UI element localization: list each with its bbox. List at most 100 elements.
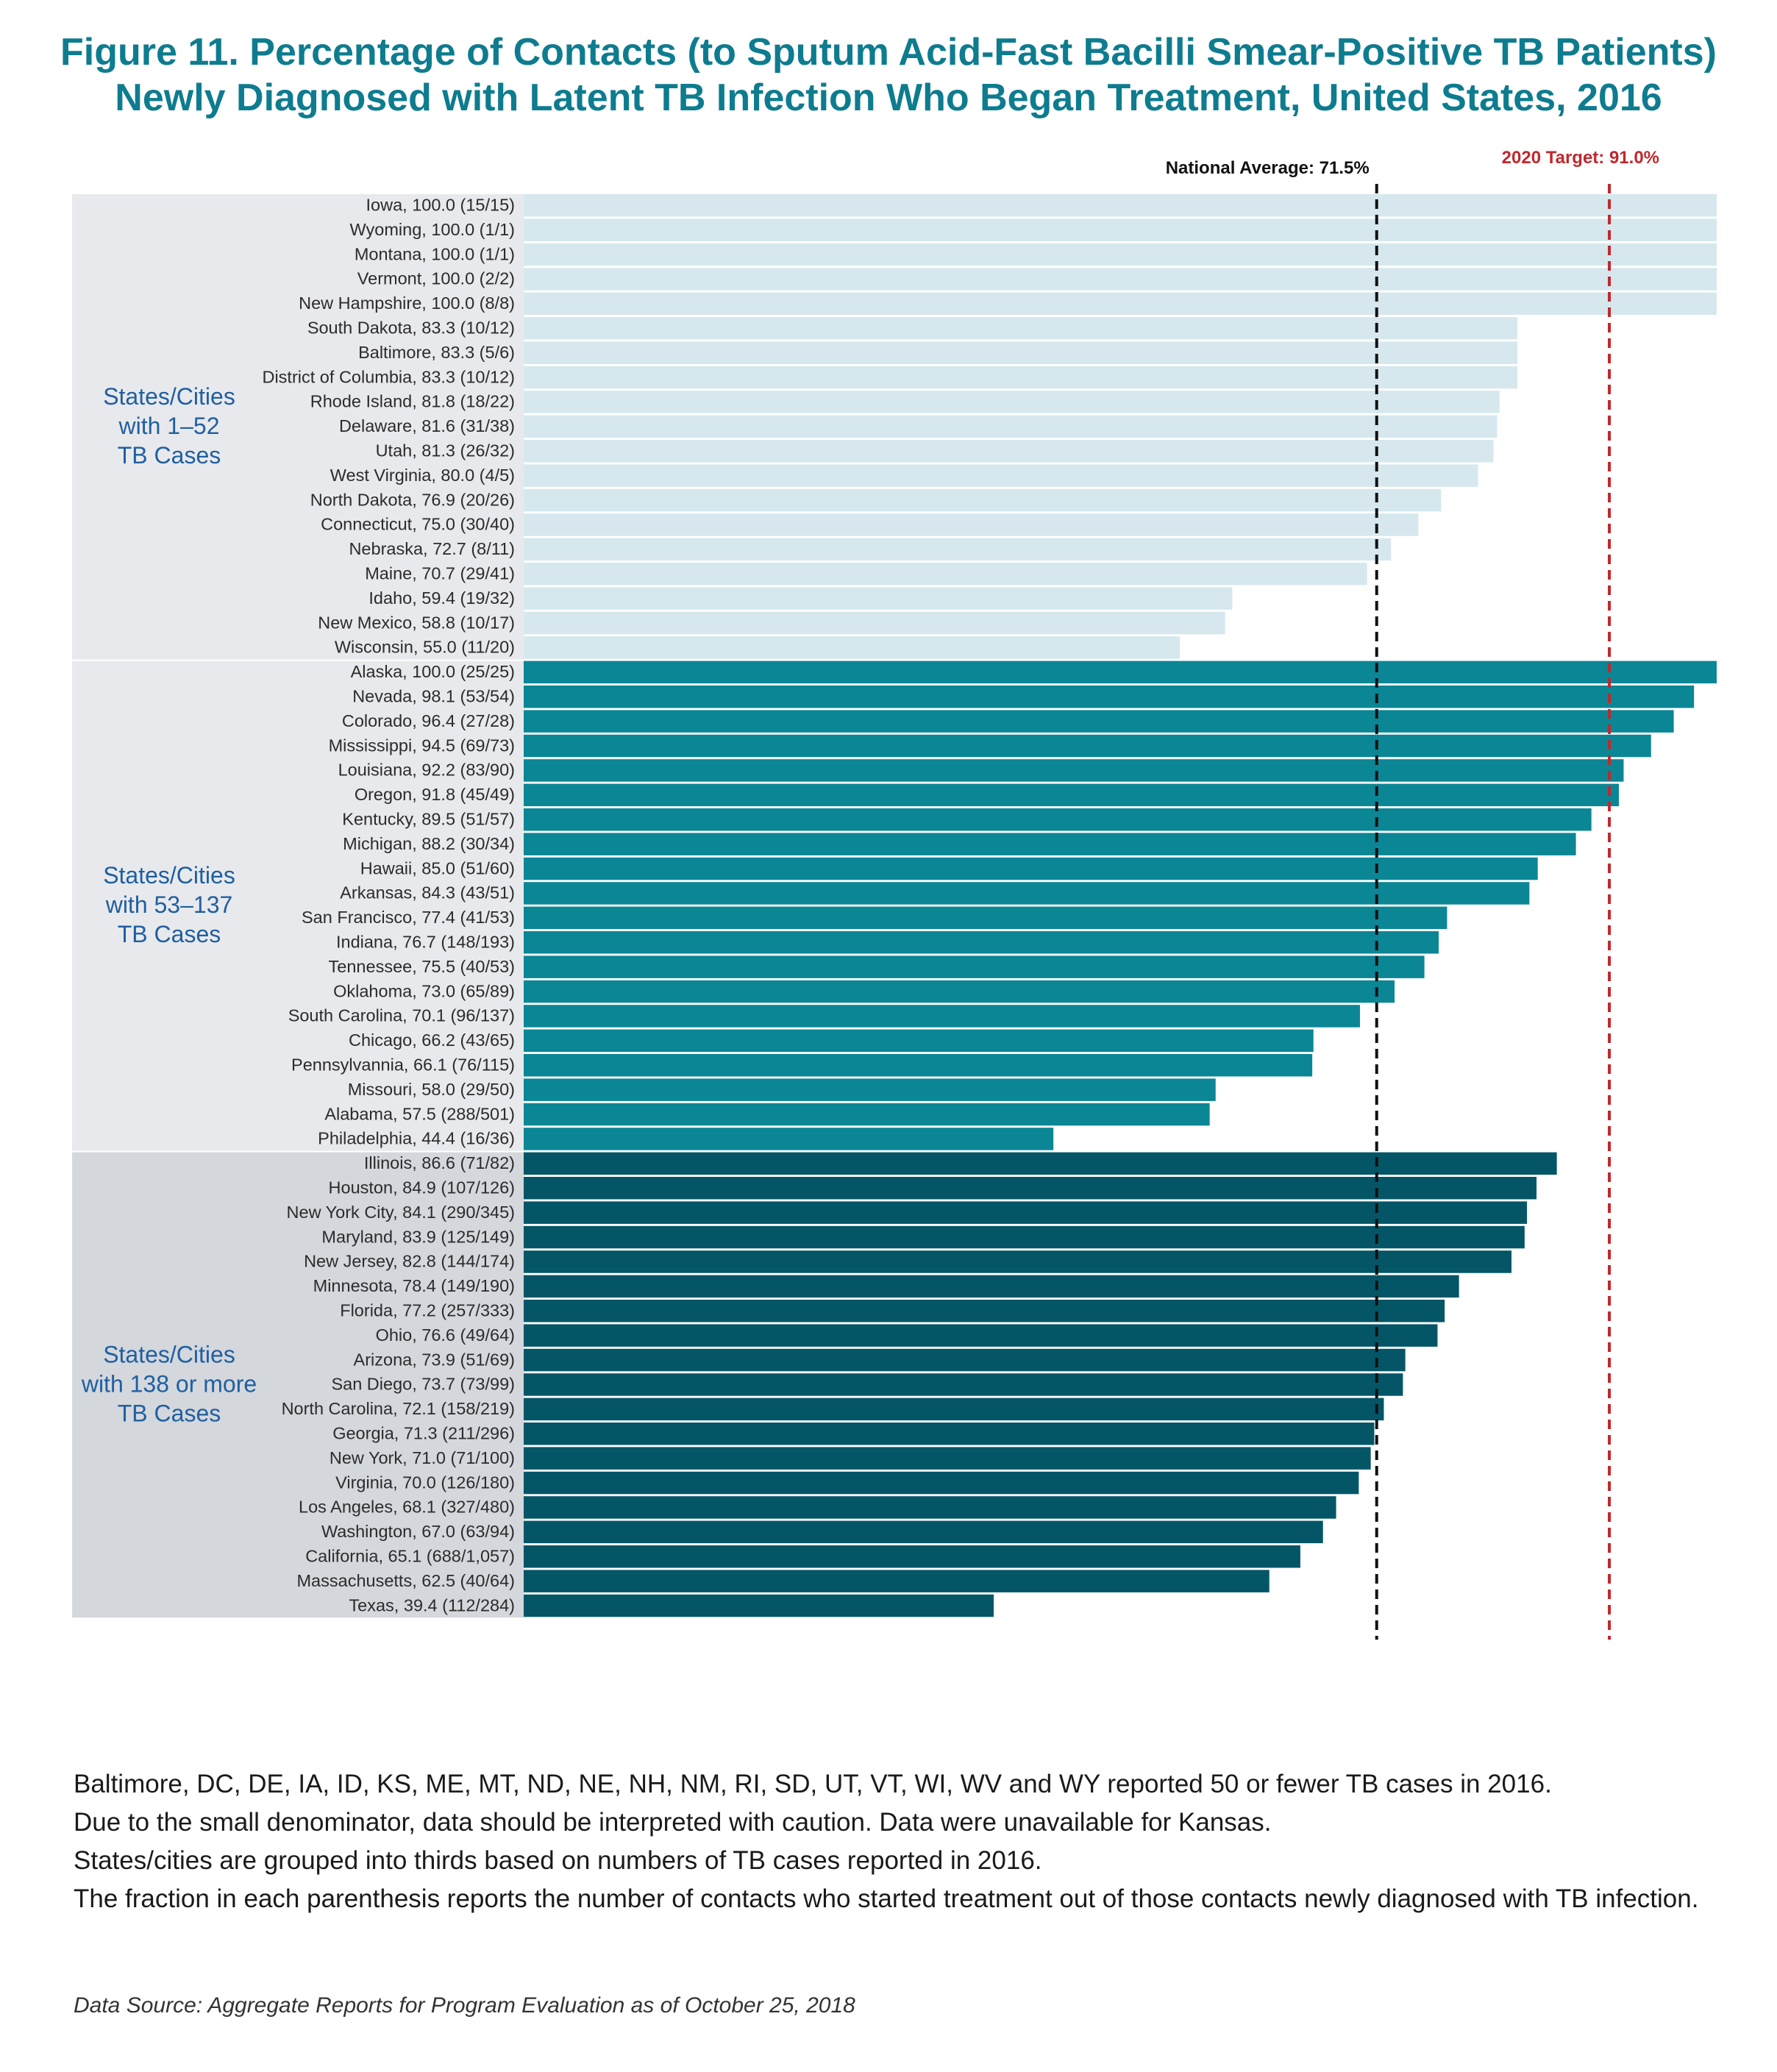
- bar: [524, 1005, 1361, 1028]
- group-label: with 1–52: [118, 413, 220, 439]
- bar-label: Mississippi, 94.5 (69/73): [329, 736, 515, 755]
- bar-label: New York, 71.0 (71/100): [330, 1448, 515, 1467]
- bar-label: North Dakota, 76.9 (20/26): [310, 490, 515, 509]
- bar: [524, 317, 1518, 340]
- bar: [524, 1078, 1216, 1101]
- group-label: TB Cases: [118, 442, 221, 469]
- chart-title-line-2: Newly Diagnosed with Latent TB Infection…: [115, 76, 1662, 119]
- bar-label: Idaho, 59.4 (19/32): [368, 588, 515, 608]
- bar-label: Vermont, 100.0 (2/2): [357, 269, 515, 288]
- bar-label: San Francisco, 77.4 (41/53): [302, 908, 515, 927]
- bar: [524, 833, 1576, 855]
- bar: [524, 440, 1494, 463]
- bar: [524, 1250, 1512, 1273]
- bar: [524, 464, 1478, 487]
- bar: [524, 808, 1592, 831]
- data-source: Data Source: Aggregate Reports for Progr…: [74, 1993, 855, 2018]
- bar-label: New Hampshire, 100.0 (8/8): [299, 293, 515, 313]
- bar-label: Virginia, 70.0 (126/180): [335, 1473, 515, 1492]
- bar-label: New Mexico, 58.8 (10/17): [318, 613, 515, 632]
- bar-label: Arkansas, 84.3 (43/51): [340, 883, 515, 903]
- bar: [524, 661, 1717, 684]
- footnote-4: The fraction in each parenthesis reports…: [74, 1884, 1699, 1913]
- bar-label: Montana, 100.0 (1/1): [355, 244, 515, 263]
- group-panel: [72, 661, 524, 1151]
- bar: [524, 980, 1395, 1003]
- bar: [524, 1324, 1438, 1347]
- bar-label: Tennessee, 75.5 (40/53): [329, 957, 515, 976]
- bar-label: Connecticut, 75.0 (30/40): [321, 515, 515, 534]
- bar: [524, 1128, 1054, 1150]
- bar-label: Alabama, 57.5 (288/501): [324, 1104, 515, 1123]
- group-label: with 53–137: [105, 891, 233, 918]
- bar-label: Rhode Island, 81.8 (18/22): [310, 392, 515, 411]
- bar: [524, 955, 1425, 978]
- bar-label: Hawaii, 85.0 (51/60): [360, 858, 515, 877]
- bar-chart: States/Cities with 1–52 TB Cases Iowa, 100.…: [72, 148, 1717, 1640]
- bar: [524, 1348, 1406, 1372]
- bar: [524, 341, 1518, 364]
- bar-label: Baltimore, 83.3 (5/6): [358, 343, 515, 362]
- bar-label: Pennsylvannia, 66.1 (76/115): [291, 1055, 515, 1074]
- bar: [524, 488, 1442, 512]
- bar-label: Ohio, 76.6 (49/64): [376, 1325, 515, 1345]
- bar: [524, 1300, 1445, 1322]
- bar: [524, 1398, 1384, 1421]
- group-label: TB Cases: [118, 921, 221, 947]
- bar: [524, 292, 1717, 316]
- footnote-3: States/cities are grouped into thirds ba…: [74, 1846, 1042, 1875]
- bar: [524, 391, 1500, 413]
- bar: [524, 1594, 994, 1617]
- bar-label: Utah, 81.3 (26/32): [376, 441, 515, 460]
- bar: [524, 783, 1619, 807]
- bar-label: Texas, 39.4 (112/284): [349, 1595, 515, 1614]
- group-label: TB Cases: [118, 1400, 221, 1426]
- bar-label: Louisiana, 92.2 (83/90): [338, 761, 515, 780]
- bar: [524, 563, 1367, 585]
- bar: [524, 1201, 1528, 1224]
- bar: [524, 194, 1717, 217]
- bar-label: California, 65.1 (688/1,057): [305, 1546, 515, 1565]
- bar-label: Oregon, 91.8 (45/49): [355, 785, 515, 804]
- bar: [524, 636, 1180, 659]
- bar: [524, 686, 1695, 708]
- bar: [524, 710, 1674, 733]
- footnote-1: Baltimore, DC, DE, IA, ID, KS, ME, MT, N…: [74, 1770, 1552, 1798]
- bar: [524, 931, 1439, 954]
- bar: [524, 1152, 1557, 1175]
- bar: [524, 513, 1419, 536]
- bar: [524, 1225, 1525, 1249]
- bar-label: Colorado, 96.4 (27/28): [342, 711, 515, 730]
- bar: [524, 415, 1498, 438]
- bar-label: Maryland, 83.9 (125/149): [321, 1227, 515, 1246]
- bar-label: New Jersey, 82.8 (144/174): [304, 1252, 515, 1271]
- bar-label: Wyoming, 100.0 (1/1): [350, 220, 515, 239]
- bar: [524, 1103, 1210, 1126]
- bar: [524, 1520, 1323, 1544]
- bar: [524, 1545, 1300, 1568]
- bar-label: North Carolina, 72.1 (158/219): [282, 1399, 515, 1418]
- footnotes: Baltimore, DC, DE, IA, ID, KS, ME, MT, N…: [74, 1765, 1736, 1918]
- bar-label: Missouri, 58.0 (29/50): [348, 1080, 515, 1099]
- footnote-2: Due to the small denominator, data shoul…: [74, 1808, 1272, 1837]
- bar: [524, 1496, 1336, 1519]
- bar: [524, 268, 1717, 291]
- group-panel: [72, 194, 524, 660]
- bar-label: South Carolina, 70.1 (96/137): [288, 1006, 515, 1025]
- bar-label: South Dakota, 83.3 (10/12): [307, 318, 515, 337]
- bar: [524, 218, 1717, 241]
- group-label: States/Cities: [103, 383, 235, 410]
- bar-label: Georgia, 71.3 (211/296): [332, 1423, 515, 1442]
- bar: [524, 1423, 1375, 1445]
- bar-label: San Diego, 73.7 (73/99): [331, 1375, 515, 1394]
- bar-label: Alaska, 100.0 (25/25): [351, 662, 515, 681]
- chart-title: Figure 11. Percentage of Contacts (to Sp…: [0, 29, 1777, 121]
- bar-label: Philadelphia, 44.4 (16/36): [318, 1129, 515, 1148]
- bar: [524, 611, 1225, 635]
- bar-label: Wisconsin, 55.0 (11/20): [335, 638, 515, 657]
- reference-line-label: 2020 Target: 91.0%: [1502, 148, 1659, 168]
- bar-label: Los Angeles, 68.1 (327/480): [299, 1498, 515, 1517]
- bar-label: New York City, 84.1 (290/345): [287, 1203, 515, 1222]
- bar-label: Oklahoma, 73.0 (65/89): [333, 981, 515, 1000]
- bar: [524, 1275, 1459, 1298]
